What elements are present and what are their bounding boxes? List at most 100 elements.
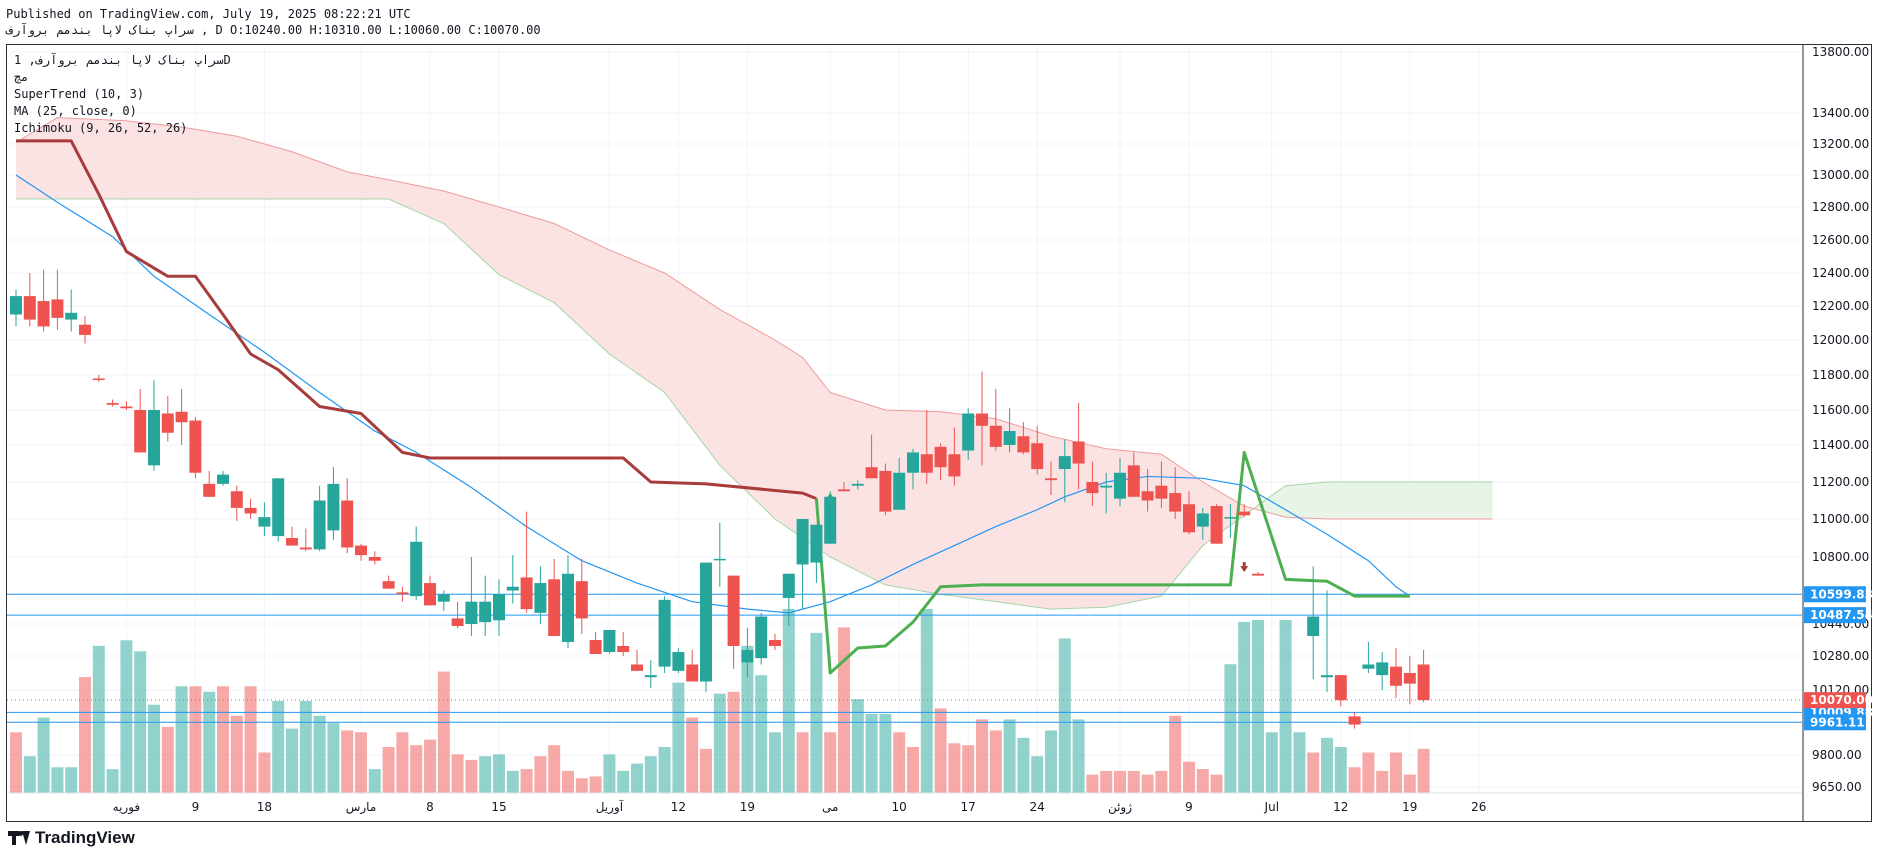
volume-bar <box>686 717 699 793</box>
candle-body <box>493 594 505 621</box>
time-tick-label: 26 <box>1471 800 1486 814</box>
volume-bar <box>65 767 78 793</box>
price-tick-label: 9800.00 <box>1812 748 1862 762</box>
time-axis: فوریه 9 18 مارس 8 15 آوریل 12 19 می 10 17 24 ژوئن 9 Jul… <box>7 792 1802 815</box>
volume-bar <box>713 693 726 793</box>
last-price-tag: 10070.00 <box>1810 693 1873 707</box>
volume-bars <box>10 609 1430 793</box>
candle <box>203 470 216 497</box>
price-tick-label: 11600.00 <box>1812 403 1869 417</box>
ohlc-info: سراپ بناک لاپا بندمم بروآرف , D O:10240.… <box>6 23 541 37</box>
candle <box>106 399 119 407</box>
legend-ichimoku[interactable]: Ichimoku (9, 26, 52, 26) <box>14 121 188 135</box>
price-tick-label: 13400.00 <box>1812 106 1869 120</box>
volume-bar <box>1279 620 1292 793</box>
candle-body <box>755 616 768 659</box>
candle <box>700 562 712 693</box>
time-tick-label: 8 <box>426 800 434 814</box>
ma-line <box>15 174 1411 614</box>
volume-bar <box>534 756 547 793</box>
sell-signal-icon <box>1240 562 1249 573</box>
volume-bar <box>838 627 850 793</box>
volume-bar <box>1265 732 1278 793</box>
candle <box>1127 452 1140 497</box>
candle-body <box>686 664 699 682</box>
candle <box>1003 408 1016 453</box>
candle-body <box>1169 493 1182 512</box>
volume-bar <box>106 769 119 793</box>
volume-bar <box>161 726 174 793</box>
candle-body <box>520 577 533 610</box>
price-tick-label: 12200.00 <box>1812 299 1869 313</box>
candle <box>934 443 947 481</box>
candle <box>1252 571 1264 576</box>
candle-body <box>741 650 754 663</box>
candle-body <box>313 500 326 550</box>
candle-body <box>1141 491 1154 501</box>
candle-body <box>148 410 160 466</box>
candle <box>134 389 147 453</box>
candle-body <box>341 500 354 548</box>
volume-bar <box>465 759 478 793</box>
volume-bar <box>217 686 229 793</box>
candle <box>976 371 988 466</box>
legend-symbol[interactable]: سراپ بناک لاپا بندمم بروآرف, 1D <box>14 53 231 67</box>
legend-ma[interactable]: MA (25, close, 0) <box>14 104 137 118</box>
tradingview-logo[interactable]: TradingView <box>8 828 135 848</box>
time-tick-label: 9 <box>192 800 200 814</box>
candle-body <box>534 583 547 613</box>
volume-bar <box>1417 748 1430 793</box>
candle-body <box>631 664 643 671</box>
volume-bar <box>879 713 892 793</box>
candle-body <box>258 517 271 527</box>
candle <box>1100 472 1113 514</box>
volume-bar <box>1183 761 1195 793</box>
candle-body <box>479 601 492 623</box>
volume-bar <box>769 732 781 793</box>
candle <box>1334 675 1347 707</box>
candle <box>299 528 312 552</box>
volume-bar <box>1086 774 1099 793</box>
horizontal-lines <box>7 593 1802 723</box>
price-tick-label: 9650.00 <box>1812 780 1862 794</box>
candle <box>672 648 685 673</box>
volume-bar <box>410 745 423 793</box>
candle <box>161 396 174 442</box>
volume-bar <box>962 745 975 793</box>
candle <box>272 478 285 542</box>
candle <box>37 269 50 332</box>
volume-bar <box>272 701 285 793</box>
candle-body <box>1376 662 1389 676</box>
volume-bar <box>1210 774 1223 793</box>
candle <box>769 634 781 650</box>
candle <box>1031 425 1044 475</box>
volume-bar <box>23 756 36 793</box>
candle-body <box>672 652 685 671</box>
candle-body <box>217 474 229 484</box>
legend-supertrend[interactable]: SuperTrend (10, 3) <box>14 87 145 101</box>
candle <box>1114 457 1126 507</box>
candle-body <box>286 538 298 546</box>
candle-body <box>879 470 892 512</box>
candle <box>1238 504 1251 518</box>
price-tick-label: 10800.00 <box>1812 550 1869 564</box>
volume-bar <box>506 770 519 793</box>
candle-body <box>465 601 478 624</box>
candle-body <box>1238 511 1251 516</box>
candle <box>824 491 837 544</box>
volume-bar <box>1334 747 1347 793</box>
volume-bar <box>1403 774 1416 793</box>
candle <box>548 558 561 636</box>
tradingview-logo-text: TradingView <box>35 828 135 847</box>
candle-body <box>1417 664 1430 701</box>
volume-bar <box>1058 638 1071 793</box>
candle <box>1183 491 1195 535</box>
volume-bar <box>1114 770 1126 793</box>
volume-bar <box>1362 752 1375 793</box>
candle <box>534 566 547 624</box>
candle <box>589 632 602 654</box>
volume-bar <box>1196 769 1209 793</box>
candle-body <box>1334 675 1347 701</box>
chart-frame[interactable] <box>6 44 1872 822</box>
